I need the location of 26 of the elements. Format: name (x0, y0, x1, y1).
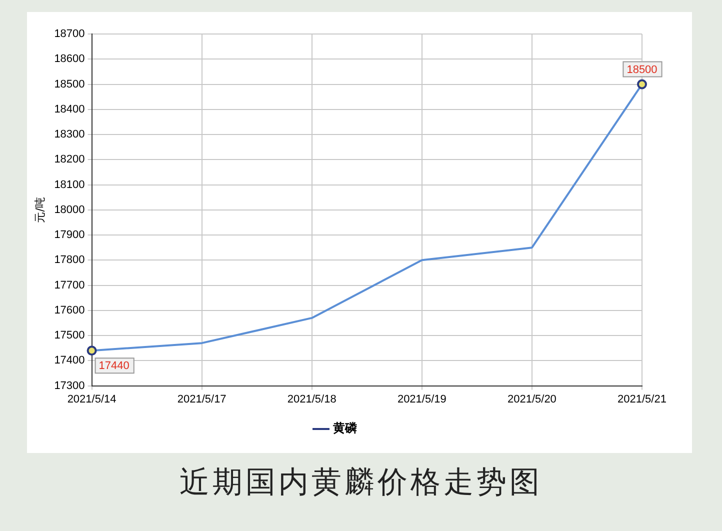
data-label: 18500 (626, 64, 658, 76)
x-tick-label: 2021/5/20 (507, 393, 556, 406)
y-axis-title: 元/吨 (33, 197, 46, 223)
y-tick-label: 18400 (54, 103, 85, 116)
x-tick-label: 2021/5/21 (618, 393, 666, 406)
y-tick-label: 17500 (54, 330, 85, 342)
x-tick-label: 2021/5/19 (397, 393, 446, 406)
y-tick-label: 17800 (54, 254, 85, 266)
y-tick-label: 18200 (54, 154, 85, 166)
y-tick-label: 17600 (54, 304, 85, 316)
y-tick-label: 17700 (54, 279, 85, 292)
y-tick-label: 18600 (54, 53, 85, 66)
y-tick-label: 18300 (54, 128, 85, 141)
x-tick-label: 2021/5/14 (67, 393, 116, 406)
y-tick-label: 17400 (54, 354, 85, 367)
y-tick-label: 17900 (54, 229, 85, 242)
y-tick-label: 18000 (54, 204, 85, 216)
data-label: 17440 (98, 360, 130, 372)
y-tick-label: 18500 (54, 78, 85, 90)
legend-label: 黄磷 (332, 421, 358, 436)
y-tick-label: 18100 (54, 178, 85, 191)
y-tick-label: 18700 (54, 28, 85, 40)
y-tick-label: 17300 (54, 380, 85, 392)
x-tick-label: 2021/5/17 (177, 393, 226, 406)
x-tick-label: 2021/5/18 (287, 393, 336, 406)
text: 近期国内黄麟价格走势图 (178, 464, 544, 502)
